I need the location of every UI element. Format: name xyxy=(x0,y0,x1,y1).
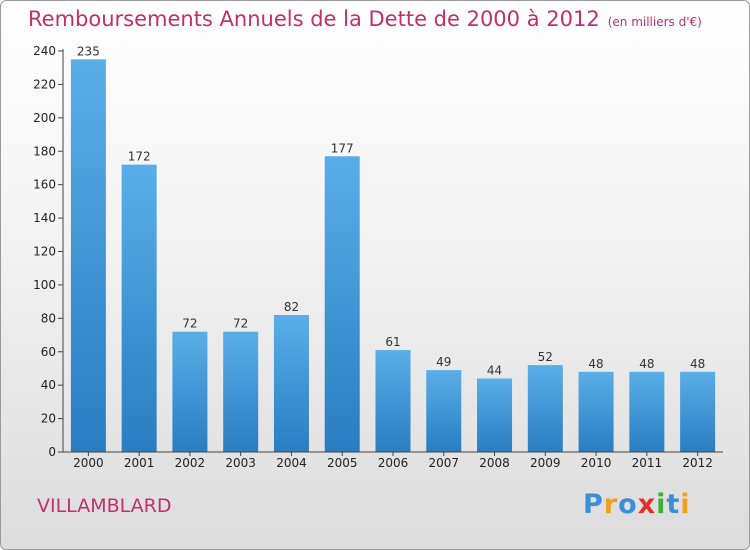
logo-letter: t xyxy=(666,489,681,520)
x-tick-label: 2007 xyxy=(428,456,459,470)
bar-value-label: 49 xyxy=(436,355,451,369)
y-tick-label: 0 xyxy=(48,445,56,459)
bar xyxy=(426,370,462,452)
logo-letter: i xyxy=(656,489,667,520)
bar-value-label: 44 xyxy=(487,363,502,377)
y-tick-label: 180 xyxy=(33,144,56,158)
x-tick-label: 2012 xyxy=(682,456,713,470)
bar-value-label: 48 xyxy=(690,357,705,371)
labels-layer: 235 172 72 72 82 177 61 49 44 52 48 48 48 xyxy=(77,44,705,377)
bar-value-label: 172 xyxy=(128,150,151,164)
bar xyxy=(273,314,309,452)
y-tick-label: 20 xyxy=(41,412,56,426)
proxiti-logo: Proxiti xyxy=(583,489,691,520)
logo-letter: o xyxy=(618,489,638,520)
x-tick-label: 2002 xyxy=(175,456,206,470)
axis-layer: 0 20 40 60 80 100 120 140 160 180 200 220 240 2000 200… xyxy=(33,44,723,470)
bar xyxy=(680,371,716,452)
logo-letter: r xyxy=(603,489,619,520)
bar xyxy=(527,365,563,452)
bar xyxy=(578,371,614,452)
bar-value-label: 52 xyxy=(538,350,553,364)
bar-value-label: 48 xyxy=(639,357,654,371)
x-tick-label: 2005 xyxy=(327,456,358,470)
y-tick-label: 220 xyxy=(33,77,56,91)
x-tick-label: 2008 xyxy=(479,456,510,470)
logo-letter: i xyxy=(680,489,691,520)
y-tick-label: 60 xyxy=(41,345,56,359)
x-tick-label: 2010 xyxy=(581,456,612,470)
y-tick-label: 80 xyxy=(41,311,56,325)
bar-value-label: 61 xyxy=(385,335,400,349)
bar-value-label: 177 xyxy=(331,141,354,155)
y-tick-label: 40 xyxy=(41,378,56,392)
logo-letter: x xyxy=(637,489,657,520)
bar xyxy=(477,378,513,452)
bar xyxy=(223,331,259,452)
x-tick-label: 2009 xyxy=(530,456,561,470)
bar xyxy=(70,59,106,453)
chart-title-text: Remboursements Annuels de la Dette de 20… xyxy=(28,7,600,31)
y-tick-label: 140 xyxy=(33,211,56,225)
y-tick-label: 200 xyxy=(33,111,56,125)
bar-value-label: 72 xyxy=(182,317,197,331)
chart-title: Remboursements Annuels de la Dette de 20… xyxy=(28,7,702,31)
bar-value-label: 48 xyxy=(588,357,603,371)
y-tick-label: 240 xyxy=(33,44,56,58)
x-tick-label: 2006 xyxy=(378,456,409,470)
bars-layer xyxy=(70,59,716,453)
bar-value-label: 82 xyxy=(284,300,299,314)
y-tick-label: 100 xyxy=(33,278,56,292)
bar xyxy=(629,371,665,452)
bar-value-label: 235 xyxy=(77,44,100,58)
commune-name: VILLAMBLARD xyxy=(37,495,172,517)
x-tick-label: 2011 xyxy=(632,456,663,470)
logo-letter: P xyxy=(583,489,604,520)
bar-value-label: 72 xyxy=(233,317,248,331)
x-tick-label: 2000 xyxy=(73,456,104,470)
bar xyxy=(324,156,360,452)
bar xyxy=(375,350,411,452)
bar xyxy=(121,164,157,452)
chart-subtitle: (en milliers d'€) xyxy=(607,15,702,29)
y-tick-label: 160 xyxy=(33,178,56,192)
x-tick-label: 2004 xyxy=(276,456,307,470)
bar xyxy=(172,331,208,452)
x-tick-label: 2003 xyxy=(225,456,256,470)
x-tick-label: 2001 xyxy=(124,456,155,470)
y-tick-label: 120 xyxy=(33,245,56,259)
